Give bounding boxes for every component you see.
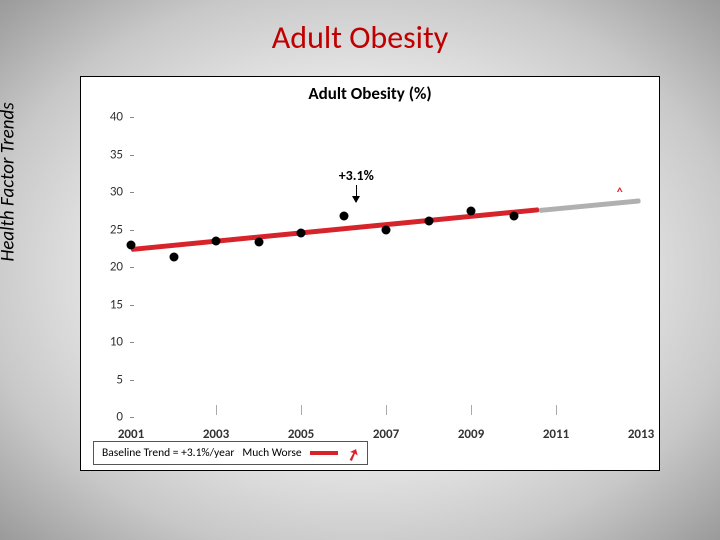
trend-annotation: +3.1% bbox=[339, 167, 374, 184]
x-axis-tick: 2011 bbox=[543, 427, 569, 442]
data-point bbox=[212, 236, 221, 245]
y-axis-tick: 10 bbox=[110, 335, 123, 350]
projection-line bbox=[539, 198, 641, 213]
y-axis-tick: 5 bbox=[116, 372, 123, 387]
projection-marker-icon: ^ bbox=[617, 186, 623, 200]
y-axis-tick: 30 bbox=[110, 185, 123, 200]
data-point bbox=[254, 237, 263, 246]
y-axis-stub bbox=[130, 380, 134, 381]
x-axis-tick: 2009 bbox=[458, 427, 484, 442]
plot-area: 0510152025303540200120032005200720092011… bbox=[131, 113, 641, 421]
data-point bbox=[382, 226, 391, 235]
x-axis-stub bbox=[386, 405, 387, 415]
y-axis-stub bbox=[130, 417, 134, 418]
data-point bbox=[509, 212, 518, 221]
y-axis-stub bbox=[130, 230, 134, 231]
chart-title: Adult Obesity (%) bbox=[81, 83, 659, 104]
trend-line bbox=[131, 208, 539, 253]
data-point bbox=[467, 206, 476, 215]
y-axis-tick: 25 bbox=[110, 222, 123, 237]
legend-baseline-label: Baseline Trend = +3.1%/year bbox=[102, 446, 234, 460]
legend-swatch bbox=[310, 451, 338, 455]
y-axis-stub bbox=[130, 192, 134, 193]
y-axis-tick: 0 bbox=[116, 410, 123, 425]
side-category-label: Health Factor Trends bbox=[0, 102, 20, 261]
y-axis-stub bbox=[130, 305, 134, 306]
y-axis-stub bbox=[130, 342, 134, 343]
data-point bbox=[424, 216, 433, 225]
x-axis-tick: 2005 bbox=[288, 427, 314, 442]
x-axis-stub bbox=[556, 405, 557, 415]
legend: Baseline Trend = +3.1%/year Much Worse ➚ bbox=[93, 441, 368, 465]
data-point bbox=[127, 240, 136, 249]
trend-arrow-icon: ➚ bbox=[343, 443, 362, 466]
chart-container: Adult Obesity (%) 0510152025303540200120… bbox=[80, 76, 660, 471]
data-point bbox=[169, 253, 178, 262]
y-axis-tick: 20 bbox=[110, 260, 123, 275]
slide-title: Adult Obesity bbox=[0, 18, 720, 57]
y-axis-tick: 15 bbox=[110, 297, 123, 312]
data-point bbox=[297, 229, 306, 238]
data-point bbox=[339, 212, 348, 221]
x-axis-stub bbox=[301, 405, 302, 415]
y-axis-tick: 40 bbox=[110, 110, 123, 125]
x-axis-tick: 2007 bbox=[373, 427, 399, 442]
x-axis-stub bbox=[216, 405, 217, 415]
x-axis-stub bbox=[471, 405, 472, 415]
annotation-arrow-icon bbox=[356, 185, 357, 202]
y-axis-stub bbox=[130, 155, 134, 156]
x-axis-tick: 2001 bbox=[118, 427, 144, 442]
y-axis-tick: 35 bbox=[110, 147, 123, 162]
y-axis-stub bbox=[130, 267, 134, 268]
x-axis-tick: 2003 bbox=[203, 427, 229, 442]
legend-assessment-label: Much Worse bbox=[242, 446, 301, 460]
y-axis-stub bbox=[130, 117, 134, 118]
x-axis-tick: 2013 bbox=[628, 427, 654, 442]
